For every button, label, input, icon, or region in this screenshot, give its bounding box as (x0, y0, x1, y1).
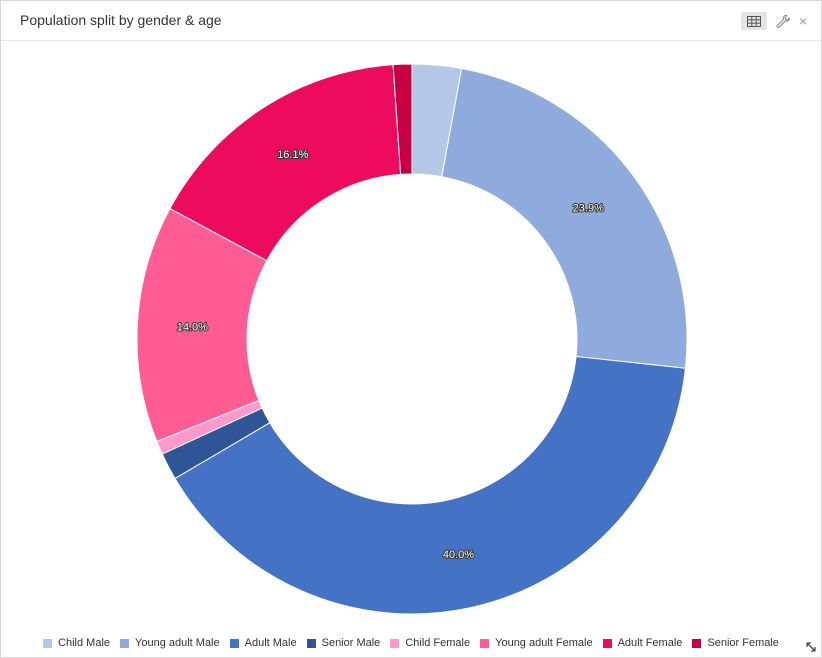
table-view-button[interactable] (741, 12, 767, 30)
legend-swatch (306, 638, 316, 648)
legend-label: Child Male (58, 637, 111, 649)
data-label: 40.0% (443, 549, 474, 561)
legend-item[interactable]: Child Male (43, 637, 110, 649)
pie-slice[interactable] (169, 64, 402, 262)
widget-title: Population split by gender & age (20, 12, 222, 28)
pie-slice[interactable] (441, 67, 688, 369)
resize-icon[interactable] (805, 641, 817, 653)
legend-item[interactable]: Senior Female (692, 637, 779, 649)
chart-data-labels: 23.9% 40.0% 14.0% 16.1% (176, 148, 605, 562)
close-button[interactable]: × (796, 12, 810, 30)
legend-swatch (120, 638, 130, 648)
legend-label: Young adult Female (495, 637, 593, 649)
legend-item[interactable]: Young adult Male (120, 637, 220, 649)
legend-item[interactable]: Adult Female (602, 637, 683, 649)
data-label: 14.0% (177, 322, 208, 334)
legend-item[interactable]: Senior Male (306, 637, 381, 649)
pie-slice[interactable] (392, 63, 413, 175)
legend-label: Adult Male (244, 637, 297, 649)
widget-header: Population split by gender & age × (1, 1, 821, 41)
legend-label: Child Female (405, 637, 471, 649)
legend-item[interactable]: Young adult Female (480, 637, 593, 649)
legend-swatch (390, 638, 400, 648)
legend-swatch (480, 638, 490, 648)
close-icon: × (798, 13, 808, 29)
data-label: 16.1% (277, 149, 308, 161)
donut-chart: 23.9% 40.0% 14.0% 16.1% (136, 63, 688, 615)
wrench-icon (776, 14, 790, 28)
legend-label: Adult Female (617, 637, 683, 649)
pie-slice[interactable] (174, 355, 686, 615)
legend-swatch (229, 638, 239, 648)
data-label: 23.9% (573, 202, 604, 214)
settings-button[interactable] (774, 12, 792, 30)
chart-slices (136, 63, 688, 615)
legend-swatch (692, 638, 702, 648)
legend-item[interactable]: Child Female (390, 637, 470, 649)
legend-swatch (602, 638, 612, 648)
legend-item[interactable]: Adult Male (229, 637, 297, 649)
legend-swatch (43, 638, 53, 648)
table-icon (747, 15, 761, 27)
legend-label: Senior Male (321, 637, 381, 649)
chart-legend: Child Male Young adult Male Adult Male Seni… (1, 636, 821, 650)
legend-label: Senior Female (707, 637, 779, 649)
legend-label: Young adult Male (135, 637, 220, 649)
